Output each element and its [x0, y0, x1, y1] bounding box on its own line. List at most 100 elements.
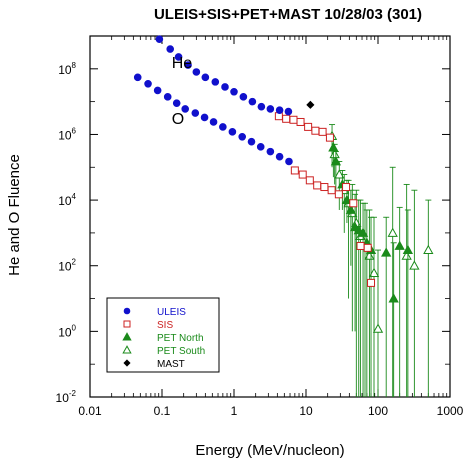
data-point	[341, 194, 353, 205]
data-point	[219, 123, 227, 131]
data-point	[357, 227, 369, 237]
legend-item: PET North	[122, 332, 204, 344]
legend-label: SIS	[157, 320, 173, 331]
y-tick-base: 10	[58, 325, 72, 339]
y-tick-label: 10-2	[56, 389, 77, 405]
legend-label: ULEIS	[157, 307, 186, 318]
data-point	[238, 132, 247, 141]
legend-marker	[122, 345, 132, 354]
data-point	[201, 73, 210, 82]
y-tick-label: 106	[58, 126, 76, 142]
data-point	[290, 166, 299, 175]
data-point	[266, 147, 275, 156]
data-point	[349, 199, 358, 208]
data-point	[184, 61, 192, 69]
data-point	[266, 105, 275, 113]
data-point	[368, 267, 380, 277]
legend-label: MAST	[157, 359, 185, 370]
y-tick-exponent: 0	[72, 323, 77, 332]
y-tick-base: 10	[58, 63, 72, 77]
chart-title: ULEIS+SIS+PET+MAST 10/28/03 (301)	[154, 6, 422, 23]
y-tick-base: 10	[58, 260, 72, 274]
data-point	[334, 190, 343, 199]
data-point	[298, 170, 307, 179]
data-point	[153, 86, 162, 95]
legend-marker	[123, 359, 131, 367]
data-point	[423, 244, 434, 255]
y-tick-exponent: 2	[72, 258, 77, 267]
series-pet-south	[326, 124, 434, 397]
x-tick-label: 1	[231, 404, 238, 418]
series-layer	[133, 35, 434, 397]
data-point	[325, 133, 334, 142]
y-tick-label: 104	[58, 192, 76, 208]
data-point	[289, 115, 298, 124]
data-point	[230, 87, 238, 96]
data-point	[388, 293, 399, 303]
series-mast	[306, 100, 315, 109]
x-tick-label: 0.1	[154, 404, 171, 418]
data-point	[381, 247, 392, 257]
curve-labels: He O	[172, 55, 193, 128]
data-point	[239, 93, 248, 101]
legend-label: PET South	[157, 346, 205, 357]
plot-frame	[89, 35, 451, 398]
legend-item: MAST	[123, 359, 185, 370]
data-point	[209, 118, 218, 126]
legend-marker	[123, 320, 131, 328]
legend: ULEIS SIS PET North PET South MAST	[106, 297, 220, 373]
data-point	[305, 176, 314, 185]
data-point	[163, 93, 172, 101]
data-point	[304, 122, 313, 131]
data-point	[320, 183, 329, 192]
data-point	[284, 107, 293, 116]
data-point	[275, 106, 284, 114]
data-point	[256, 143, 265, 151]
data-point	[228, 128, 237, 136]
data-point	[372, 323, 384, 333]
data-point	[172, 99, 181, 107]
y-tick-label: 108	[58, 61, 76, 77]
data-point	[306, 100, 315, 109]
data-point	[275, 152, 284, 161]
y-tick-base: 10	[56, 391, 70, 405]
x-tick-label: 100	[368, 404, 388, 418]
series-sis	[274, 112, 376, 287]
data-point	[166, 45, 175, 53]
data-point	[311, 126, 320, 135]
y-axis-label: He and O Fluence	[6, 154, 23, 276]
data-point	[221, 83, 229, 91]
legend-marker	[122, 332, 132, 341]
data-point	[367, 278, 376, 287]
data-point	[282, 114, 291, 123]
legend-item: PET South	[122, 345, 205, 357]
data-point	[318, 127, 327, 136]
data-point	[296, 117, 305, 126]
data-point	[401, 250, 412, 260]
y-tick-base: 10	[58, 194, 72, 208]
legend-label: PET North	[157, 333, 204, 344]
data-point	[285, 157, 293, 166]
x-tick-label: 1000	[437, 404, 464, 418]
x-tick-label: 10	[299, 404, 313, 418]
y-tick-exponent: 6	[72, 126, 77, 135]
y-tick-label: 100	[58, 323, 76, 339]
data-point	[257, 102, 266, 111]
y-tick-exponent: 4	[72, 192, 77, 201]
curve-label: He	[172, 55, 193, 72]
data-point	[313, 181, 322, 190]
legend-marker	[123, 307, 131, 315]
data-point	[192, 68, 201, 76]
y-tick-label: 102	[58, 258, 76, 274]
data-point	[409, 260, 420, 270]
plot-area	[89, 35, 451, 398]
data-point	[247, 137, 256, 146]
curve-label: O	[172, 111, 184, 128]
data-point	[328, 142, 339, 152]
data-point	[387, 227, 398, 237]
data-point	[329, 148, 340, 159]
data-point	[327, 186, 336, 195]
